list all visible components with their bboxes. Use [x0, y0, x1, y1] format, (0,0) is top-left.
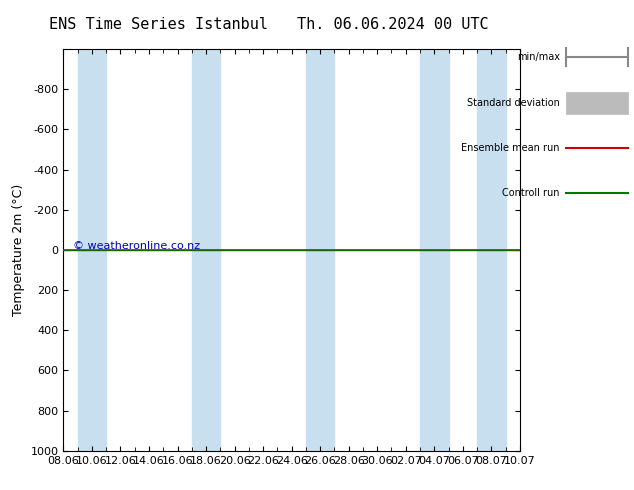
Text: Controll run: Controll run: [502, 188, 560, 198]
Text: ENS Time Series Istanbul: ENS Time Series Istanbul: [49, 17, 268, 32]
Text: © weatheronline.co.nz: © weatheronline.co.nz: [72, 241, 200, 251]
Bar: [191, 49, 221, 451]
Y-axis label: Temperature 2m (°C): Temperature 2m (°C): [12, 184, 25, 316]
Bar: [78, 49, 107, 451]
Bar: [306, 49, 334, 451]
Text: Th. 06.06.2024 00 UTC: Th. 06.06.2024 00 UTC: [297, 17, 489, 32]
Bar: [477, 49, 506, 451]
Text: Standard deviation: Standard deviation: [467, 98, 560, 108]
Text: min/max: min/max: [517, 52, 560, 62]
Bar: [420, 49, 448, 451]
Text: Ensemble mean run: Ensemble mean run: [462, 143, 560, 153]
